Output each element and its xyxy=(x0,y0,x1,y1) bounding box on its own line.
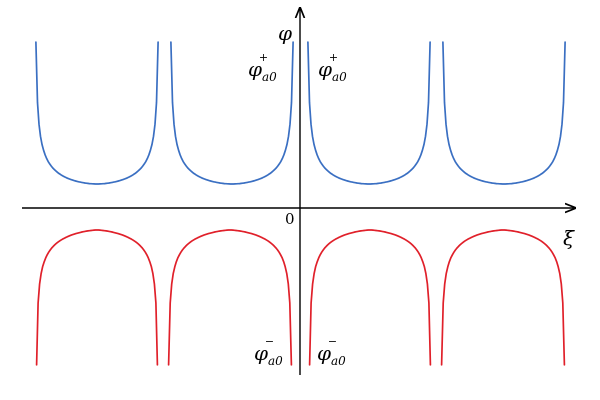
phi-minus-right-label: φa0− xyxy=(317,335,346,368)
phi-plus-left-label: φa0+ xyxy=(248,51,277,84)
y-axis-label: φ xyxy=(278,21,292,45)
upper-branch-2 xyxy=(170,41,294,185)
lower-branch-2 xyxy=(167,229,293,366)
lower-branch-3 xyxy=(308,229,432,366)
x-axis-label: ξ xyxy=(563,226,575,250)
lower-curves xyxy=(35,229,566,366)
phi-minus-left-label: φa0− xyxy=(254,335,283,368)
upper-branch-1 xyxy=(35,41,159,185)
upper-curves xyxy=(35,41,566,185)
upper-branch-4 xyxy=(442,41,566,185)
upper-branch-3 xyxy=(307,41,431,185)
phi-plus-right-label: φa0+ xyxy=(318,51,347,84)
origin-label: 0 xyxy=(285,210,295,228)
lower-branch-4 xyxy=(440,229,566,366)
lower-branch-1 xyxy=(35,229,159,366)
